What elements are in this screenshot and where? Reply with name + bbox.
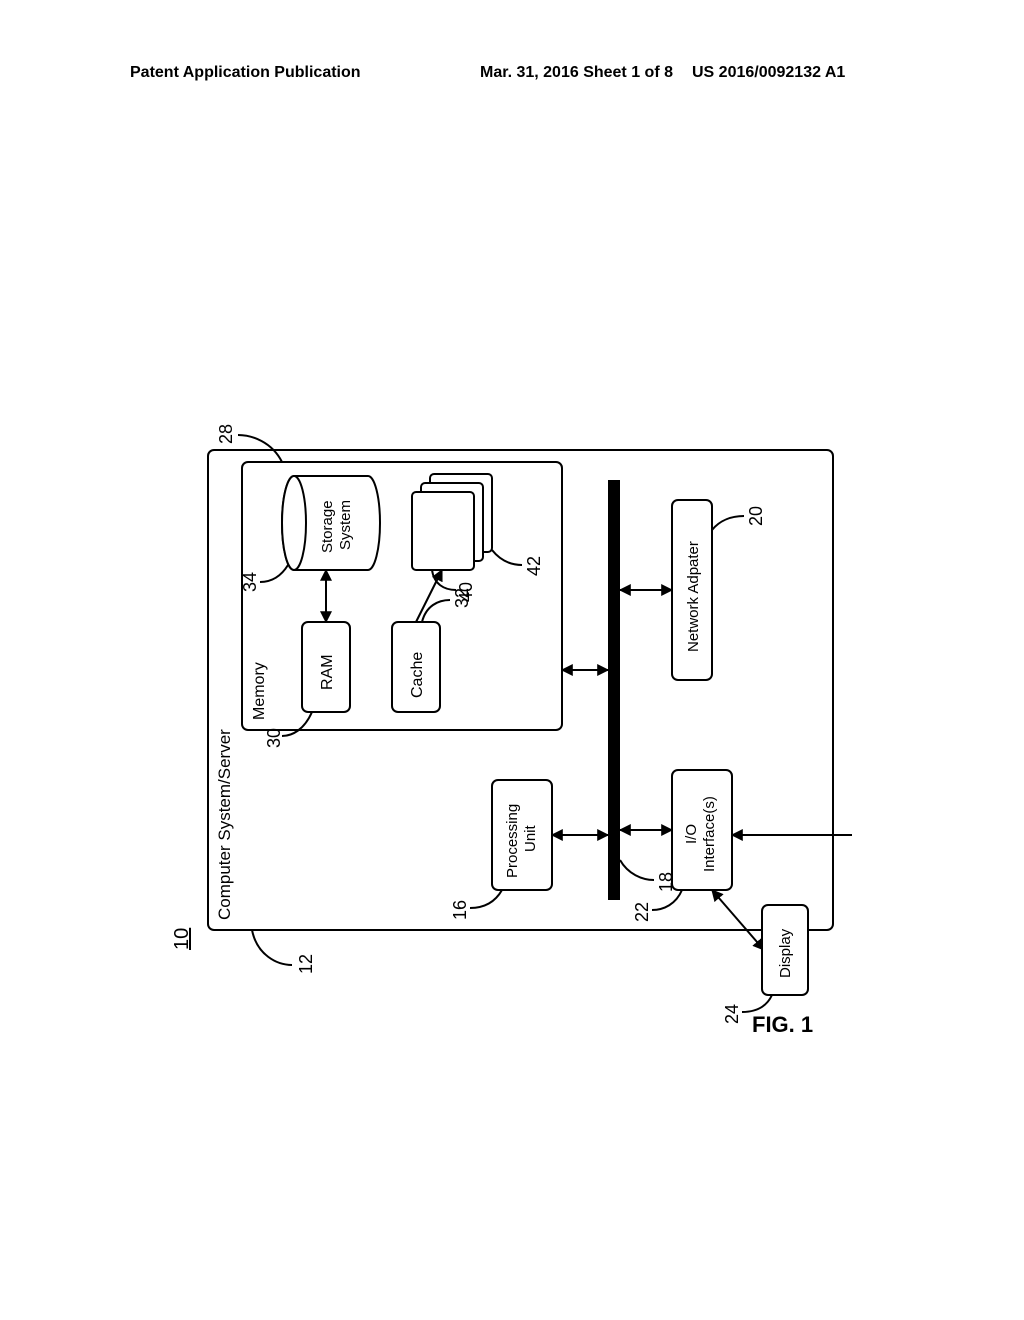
ref-34: 34 (240, 572, 260, 592)
ref-24: 24 (722, 1004, 742, 1024)
proc-label-1: Processing (504, 804, 521, 878)
ref-30: 30 (264, 728, 284, 748)
io-label-1: I/O (683, 824, 700, 844)
ref-20: 20 (746, 506, 766, 526)
ref-40: 40 (456, 582, 476, 602)
ref-12: 12 (296, 954, 316, 974)
net-label: Network Adpater (685, 541, 702, 652)
memory-label: Memory (251, 662, 268, 720)
page: Patent Application Publication Mar. 31, … (0, 0, 1024, 1320)
header-right: US 2016/0092132 A1 (692, 64, 845, 82)
ref-42: 42 (524, 556, 544, 576)
ref-16: 16 (450, 900, 470, 920)
ram-label: RAM (319, 654, 336, 690)
display-label: Display (777, 928, 794, 978)
diagram: 10 Computer System/Server 12 Memory 28 R… (172, 270, 852, 1050)
proc-label-2: Unit (522, 824, 539, 852)
ref-22: 22 (632, 902, 652, 922)
diagram-svg: 10 Computer System/Server 12 Memory 28 R… (172, 270, 852, 1050)
header-left: Patent Application Publication (130, 64, 361, 82)
cache-label: Cache (409, 652, 426, 698)
io-label-2: Interface(s) (701, 796, 718, 872)
storage-label-1: Storage (319, 500, 336, 553)
header-mid: Mar. 31, 2016 Sheet 1 of 8 (480, 64, 673, 82)
leader-12 (252, 930, 292, 965)
modules-stack (412, 474, 492, 570)
figure-label: FIG. 1 (752, 1012, 813, 1038)
ref-28: 28 (216, 424, 236, 444)
storage-label-2: System (337, 500, 354, 550)
system-label: Computer System/Server (215, 729, 234, 920)
ref-10: 10 (172, 928, 193, 950)
leader-24 (742, 995, 772, 1012)
